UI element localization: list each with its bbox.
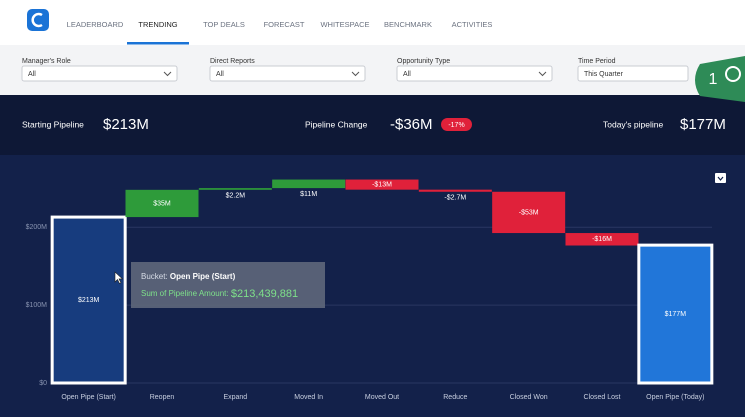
x-tick-label: Open Pipe (Start) <box>61 394 115 401</box>
filter-value: This Quarter <box>584 71 624 78</box>
nav-tab[interactable]: FORECAST <box>264 20 305 29</box>
bar-value-label: $35M <box>153 200 171 207</box>
dropdown-arrow <box>163 71 172 77</box>
dropdown-arrow <box>351 71 360 77</box>
tooltip-bucket: Open Pipe (Start) <box>170 272 236 281</box>
filter-value: All <box>403 71 411 78</box>
filter-label: Direct Reports <box>210 58 255 65</box>
filter-dropdown[interactable] <box>577 65 689 82</box>
tooltip-key: Sum of Pipeline Amount: <box>141 289 229 298</box>
filter-dropdown[interactable] <box>21 65 178 82</box>
filter-value: All <box>28 71 36 78</box>
nav-tab[interactable]: LEADERBOARD <box>67 20 124 29</box>
x-tick-label: Closed Won <box>510 394 548 401</box>
summary-label: Today's pipeline <box>603 119 663 129</box>
x-tick-label: Moved In <box>294 394 323 401</box>
x-tick-label: Moved Out <box>365 394 399 401</box>
bar-value-label: -$2.7M <box>444 195 466 202</box>
y-tick-label: $100M <box>26 302 48 309</box>
bar-value-label: -$53M <box>519 209 539 216</box>
tooltip-line: Sum of Pipeline Amount: $213,439,881 <box>141 288 298 300</box>
tooltip-amount: $213,439,881 <box>231 288 298 300</box>
nav-tab[interactable]: TRENDING <box>138 20 177 29</box>
bar[interactable] <box>50 215 127 385</box>
bar[interactable] <box>345 179 419 190</box>
nav-tab[interactable]: WHITESPACE <box>320 20 369 29</box>
x-tick-label: Expand <box>223 394 247 401</box>
x-tick-label: Closed Lost <box>584 394 621 401</box>
filter-dropdown[interactable] <box>396 65 553 82</box>
dropdown-arrow <box>538 71 547 77</box>
bar[interactable] <box>637 243 714 385</box>
summary-label: Starting Pipeline <box>22 119 84 129</box>
change-pill <box>441 118 472 131</box>
tooltip-key: Bucket: <box>141 272 168 281</box>
bar-value-label: -$13M <box>372 181 392 188</box>
filter-label: Opportunity Type <box>397 58 450 65</box>
summary-bar <box>0 95 745 155</box>
app-logo[interactable] <box>27 9 49 31</box>
y-tick-label: $200M <box>26 224 48 231</box>
bar[interactable] <box>565 233 639 246</box>
summary-value: -$36M <box>390 116 433 133</box>
badge-count: 1 <box>709 71 718 88</box>
nav-tab[interactable]: ACTIVITIES <box>452 20 493 29</box>
filter-label: Manager's Role <box>22 58 71 65</box>
nav-tab[interactable]: BENCHMARK <box>384 20 432 29</box>
filter-label: Time Period <box>578 58 616 65</box>
summary-value: $213M <box>103 116 149 133</box>
bar[interactable] <box>125 189 199 218</box>
nav-tab[interactable]: TOP DEALS <box>203 20 245 29</box>
bar[interactable] <box>418 189 492 192</box>
summary-label: Pipeline Change <box>305 119 368 129</box>
summary-value: $177M <box>680 116 726 133</box>
logo-glyph <box>31 12 43 28</box>
filter-dropdown[interactable] <box>209 65 366 82</box>
x-tick-label: Open Pipe (Today) <box>646 394 704 401</box>
tooltip <box>131 262 325 308</box>
bar-value-label: $213M <box>78 297 100 304</box>
active-tab-indicator <box>127 42 189 45</box>
search-icon <box>725 66 741 82</box>
x-tick-label: Reopen <box>150 394 175 401</box>
bar-value-label: -$16M <box>592 236 612 243</box>
nav-bar <box>0 0 745 45</box>
y-tick-label: $0 <box>39 380 47 387</box>
filter-value: All <box>216 71 224 78</box>
bar-value-label: $2.2M <box>226 193 246 200</box>
change-percent: -17% <box>448 122 464 129</box>
x-tick-label: Reduce <box>443 394 467 401</box>
bar[interactable] <box>198 188 272 190</box>
chart-menu-icon <box>717 176 724 181</box>
mouse-cursor <box>114 271 124 284</box>
chart-menu-button[interactable] <box>715 173 726 183</box>
bar-value-label: $177M <box>665 311 687 318</box>
bar[interactable] <box>492 191 566 234</box>
tooltip-line: Bucket: Open Pipe (Start) <box>141 272 236 281</box>
bar-value-label: $11M <box>300 191 317 198</box>
bar[interactable] <box>272 179 346 189</box>
